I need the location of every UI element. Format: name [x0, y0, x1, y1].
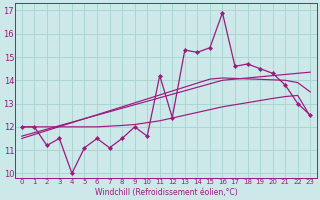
- X-axis label: Windchill (Refroidissement éolien,°C): Windchill (Refroidissement éolien,°C): [95, 188, 237, 197]
